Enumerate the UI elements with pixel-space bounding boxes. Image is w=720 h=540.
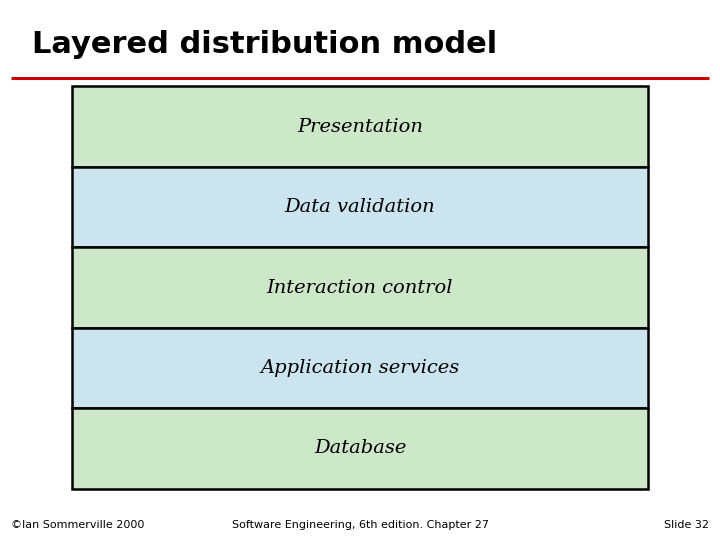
Text: Presentation: Presentation [297, 118, 423, 136]
Text: Database: Database [314, 440, 406, 457]
Text: ©Ian Sommerville 2000: ©Ian Sommerville 2000 [11, 520, 144, 530]
Bar [72, 247, 648, 328]
Text: Software Engineering, 6th edition. Chapter 27: Software Engineering, 6th edition. Chapt… [232, 520, 488, 530]
Text: Interaction control: Interaction control [266, 279, 454, 296]
Bar [72, 408, 648, 489]
Text: Data validation: Data validation [284, 198, 436, 216]
Bar [72, 167, 648, 247]
Bar [72, 86, 648, 167]
Bar [72, 328, 648, 408]
Text: Layered distribution model: Layered distribution model [32, 30, 497, 59]
Text: Slide 32: Slide 32 [665, 520, 709, 530]
Text: Application services: Application services [261, 359, 459, 377]
